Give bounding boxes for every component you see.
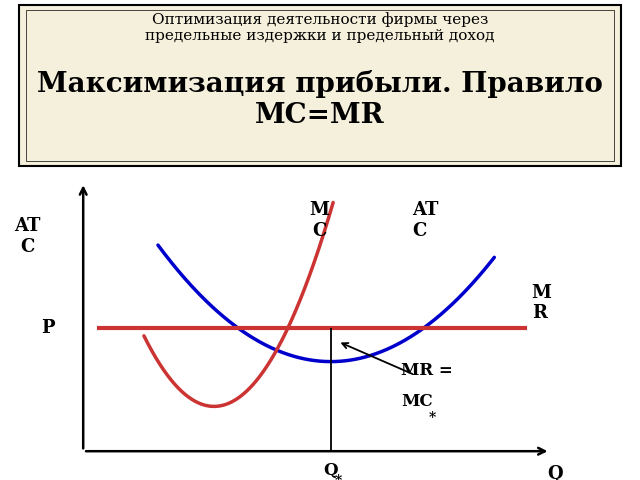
Text: Оптимизация деятельности фирмы через
предельные издержки и предельный доход: Оптимизация деятельности фирмы через пре…	[145, 12, 495, 43]
Text: M
R: M R	[532, 284, 552, 323]
Text: AT
C: AT C	[413, 201, 439, 240]
Text: MR =: MR =	[401, 361, 452, 379]
Text: P: P	[42, 319, 55, 337]
Text: AT
C: AT C	[14, 217, 40, 256]
Text: *: *	[429, 411, 436, 425]
Text: M
C: M C	[309, 201, 329, 240]
Text: MC: MC	[401, 393, 433, 410]
Text: Q: Q	[547, 465, 563, 480]
Text: Q: Q	[323, 462, 338, 480]
Text: Максимизация прибыли. Правило
MC=MR: Максимизация прибыли. Правило MC=MR	[37, 70, 603, 129]
Text: *: *	[334, 474, 342, 480]
